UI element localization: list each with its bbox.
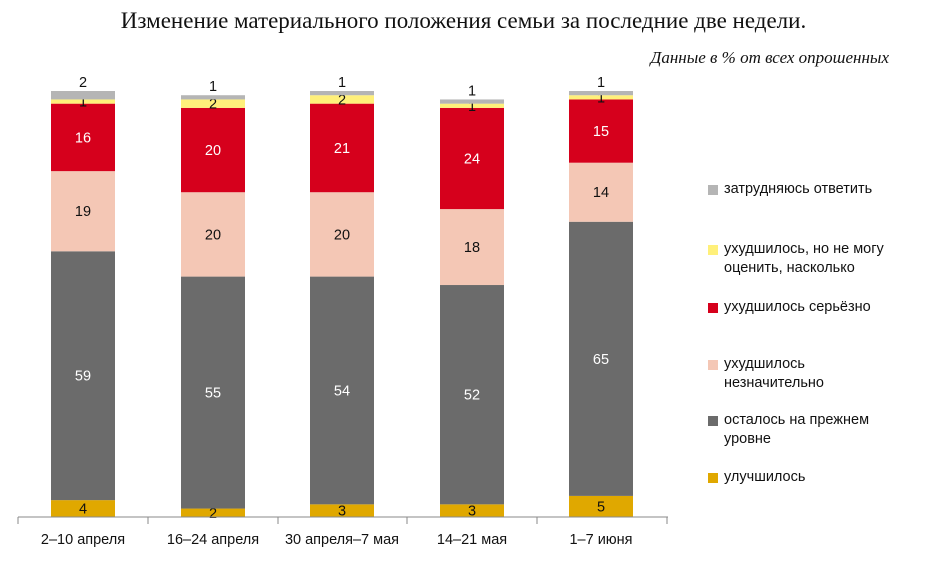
bar-segment bbox=[569, 221, 633, 496]
legend-label: осталось на прежнем уровне bbox=[724, 412, 870, 447]
data-label: 52 bbox=[464, 388, 480, 404]
x-tick-label: 2–10 апреля bbox=[41, 532, 125, 548]
x-tick-label: 30 апреля–7 мая bbox=[285, 532, 399, 548]
data-label: 5 bbox=[597, 499, 605, 515]
x-tick-label: 1–7 июня bbox=[569, 532, 632, 548]
bar-segment bbox=[440, 107, 504, 210]
bar-segment bbox=[181, 276, 245, 509]
data-label: 1 bbox=[338, 75, 346, 91]
legend-swatch bbox=[708, 473, 718, 483]
bar-segment bbox=[569, 91, 633, 96]
data-label: 2 bbox=[209, 97, 217, 113]
bar-segment bbox=[440, 103, 504, 108]
bar-segment bbox=[181, 95, 245, 100]
data-label: 59 bbox=[75, 369, 91, 385]
data-label: 14 bbox=[593, 185, 609, 201]
data-label: 65 bbox=[593, 352, 609, 368]
bar-segment bbox=[310, 91, 374, 96]
data-label: 21 bbox=[334, 141, 350, 157]
data-label: 20 bbox=[205, 143, 221, 159]
bar-segment bbox=[181, 192, 245, 277]
bar-segment bbox=[310, 276, 374, 505]
chart-subtitle: Данные в % от всех опрошенных bbox=[650, 48, 889, 67]
legend-label: ухудшилось серьёзно bbox=[724, 299, 871, 315]
bar-segment bbox=[51, 500, 115, 517]
bar-segment bbox=[440, 99, 504, 104]
data-label: 3 bbox=[468, 504, 476, 520]
bar-segment bbox=[51, 103, 115, 172]
legend-label: ухудшилось незначительно bbox=[724, 356, 824, 391]
x-tick-label: 16–24 апреля bbox=[167, 532, 259, 548]
bar-segment bbox=[310, 192, 374, 277]
legend-swatch bbox=[708, 185, 718, 195]
bar-segment bbox=[310, 504, 374, 517]
bar-segment bbox=[569, 495, 633, 517]
bar-segment bbox=[569, 162, 633, 222]
bar-segment bbox=[51, 99, 115, 104]
bar-segment bbox=[569, 95, 633, 100]
data-label: 24 bbox=[464, 151, 480, 167]
chart-title: Изменение материального положения семьи … bbox=[120, 8, 807, 33]
data-label: 2 bbox=[209, 506, 217, 522]
bar-segment bbox=[310, 103, 374, 193]
data-label: 1 bbox=[597, 75, 605, 91]
bar-segment bbox=[51, 171, 115, 252]
data-label: 4 bbox=[79, 502, 87, 518]
legend-label: ухудшилось, но не могу оценить, наскольк… bbox=[724, 241, 884, 276]
bar-segment bbox=[181, 99, 245, 108]
data-label: 19 bbox=[75, 204, 91, 220]
legend-swatch bbox=[708, 303, 718, 313]
x-tick-label: 14–21 мая bbox=[437, 532, 507, 548]
bar-segment bbox=[181, 107, 245, 193]
data-label: 1 bbox=[468, 83, 476, 99]
data-label: 20 bbox=[205, 227, 221, 243]
legend-swatch bbox=[708, 245, 718, 255]
data-label: 1 bbox=[79, 95, 87, 111]
bar-segment bbox=[440, 285, 504, 505]
data-label: 1 bbox=[468, 99, 476, 115]
legend-swatch bbox=[708, 360, 718, 370]
data-label: 2 bbox=[338, 92, 346, 108]
bar-segment bbox=[181, 508, 245, 517]
data-label: 55 bbox=[205, 386, 221, 402]
bar-segment bbox=[51, 251, 115, 501]
data-label: 20 bbox=[334, 227, 350, 243]
bar-segment bbox=[440, 504, 504, 517]
data-label: 1 bbox=[597, 90, 605, 106]
legend-swatch bbox=[708, 416, 718, 426]
bar-segment bbox=[310, 95, 374, 104]
data-label: 2 bbox=[79, 75, 87, 91]
bar-segment bbox=[51, 91, 115, 100]
legend-label: затрудняюсь ответить bbox=[724, 181, 873, 197]
data-label: 54 bbox=[334, 383, 350, 399]
data-label: 1 bbox=[209, 79, 217, 95]
data-label: 18 bbox=[464, 240, 480, 256]
data-label: 16 bbox=[75, 130, 91, 146]
bar-segment bbox=[440, 209, 504, 286]
data-label: 3 bbox=[338, 504, 346, 520]
bar-segment bbox=[569, 99, 633, 163]
data-label: 15 bbox=[593, 124, 609, 140]
legend-label: улучшилось bbox=[724, 469, 806, 485]
